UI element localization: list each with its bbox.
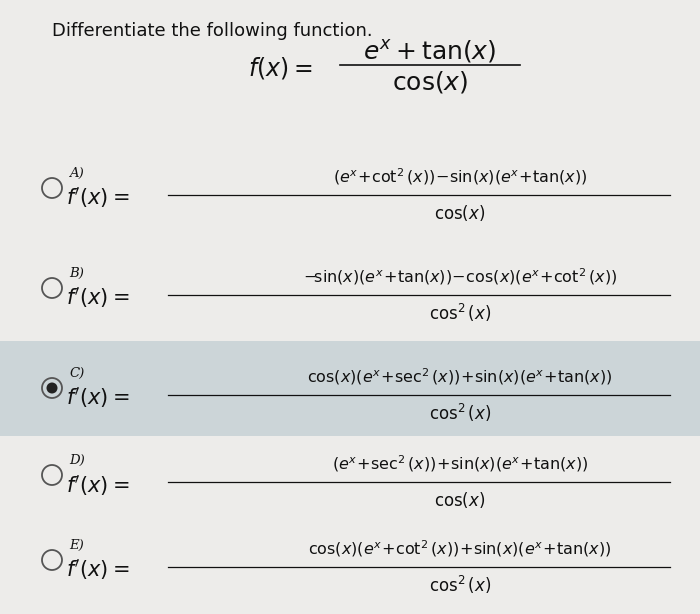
Text: $f'(x) =$: $f'(x) =$ [66,185,130,211]
FancyBboxPatch shape [0,341,700,436]
Text: $f'(x) =$: $f'(x) =$ [66,286,130,311]
Text: $\cos(x)$: $\cos(x)$ [434,203,486,223]
Text: $f'(x) =$: $f'(x) =$ [66,386,130,411]
Text: E): E) [69,538,84,551]
Text: $(e^{x}\!+\!\sec^{2}(x))\!+\!\sin(x)(e^{x}\!+\!\tan(x))$: $(e^{x}\!+\!\sec^{2}(x))\!+\!\sin(x)(e^{… [332,454,588,475]
Text: $f'(x) =$: $f'(x) =$ [66,473,130,497]
Text: $e^{x}+\tan(x)$: $e^{x}+\tan(x)$ [363,39,497,66]
Text: $\cos(x)$: $\cos(x)$ [434,490,486,510]
Text: $\cos(x)$: $\cos(x)$ [392,69,468,95]
Text: $\cos(x)(e^{x}\!+\!\sec^{2}(x))\!+\!\sin(x)(e^{x}\!+\!\tan(x))$: $\cos(x)(e^{x}\!+\!\sec^{2}(x))\!+\!\sin… [307,367,612,387]
Text: D): D) [69,454,85,467]
Text: $\cos^{2}(x)$: $\cos^{2}(x)$ [429,402,491,424]
Text: Differentiate the following function.: Differentiate the following function. [52,22,372,40]
Text: $(e^{x}\!+\!\cot^{2}(x))\!-\!\sin(x)(e^{x}\!+\!\tan(x))$: $(e^{x}\!+\!\cot^{2}(x))\!-\!\sin(x)(e^{… [332,166,587,187]
Text: $\cos(x)(e^{x}\!+\!\cot^{2}(x))\!+\!\sin(x)(e^{x}\!+\!\tan(x))$: $\cos(x)(e^{x}\!+\!\cot^{2}(x))\!+\!\sin… [308,538,612,559]
Text: $f'(x) =$: $f'(x) =$ [66,558,130,583]
Text: A): A) [69,166,84,179]
Text: $\cos^{2}(x)$: $\cos^{2}(x)$ [429,574,491,596]
Text: C): C) [69,367,84,379]
Text: $-\!\sin(x)(e^{x}\!+\!\tan(x))\!-\!\cos(x)(e^{x}\!+\!\cot^{2}(x))$: $-\!\sin(x)(e^{x}\!+\!\tan(x))\!-\!\cos(… [303,266,617,287]
Text: $\cos^{2}(x)$: $\cos^{2}(x)$ [429,302,491,324]
Circle shape [46,383,57,394]
Text: B): B) [69,266,84,279]
Text: $f(x) =$: $f(x) =$ [248,55,313,81]
